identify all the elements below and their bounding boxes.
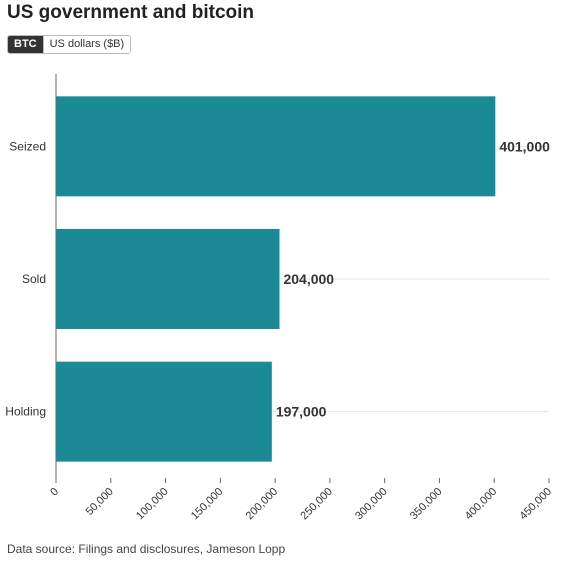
usd-toggle-button[interactable]: US dollars ($B) [42, 36, 131, 53]
x-tick-label: 50,000 [84, 486, 116, 518]
x-tick-label: 300,000 [353, 486, 390, 523]
x-tick-label: 100,000 [134, 486, 171, 523]
bar-holding [56, 361, 272, 462]
chart-title: US government and bitcoin [7, 2, 255, 23]
category-label: Sold [22, 272, 46, 286]
data-label: 197,000 [276, 404, 327, 420]
bar-seized [56, 96, 496, 197]
data-label: 401,000 [499, 138, 550, 154]
data-label: 204,000 [283, 271, 334, 287]
bar-chart: Seized 401,000 Sold 204,000 Holding 197,000 0 5… [5, 74, 555, 523]
x-tick-label: 350,000 [408, 486, 445, 523]
x-tick-label: 450,000 [518, 486, 555, 523]
x-tick-label: 250,000 [298, 486, 335, 523]
data-source: Data source: Filings and disclosures, Ja… [7, 542, 286, 556]
unit-toggle[interactable]: BTC US dollars ($B) [7, 35, 132, 54]
x-tick-label: 150,000 [189, 486, 226, 523]
x-tick-label: 400,000 [463, 486, 500, 523]
category-label: Holding [5, 405, 46, 419]
btc-toggle-button[interactable]: BTC [8, 36, 43, 53]
x-tick-label: 200,000 [244, 486, 281, 523]
category-label: Seized [9, 139, 46, 153]
bar-sold [56, 229, 280, 329]
x-tick-label: 0 [48, 486, 61, 499]
